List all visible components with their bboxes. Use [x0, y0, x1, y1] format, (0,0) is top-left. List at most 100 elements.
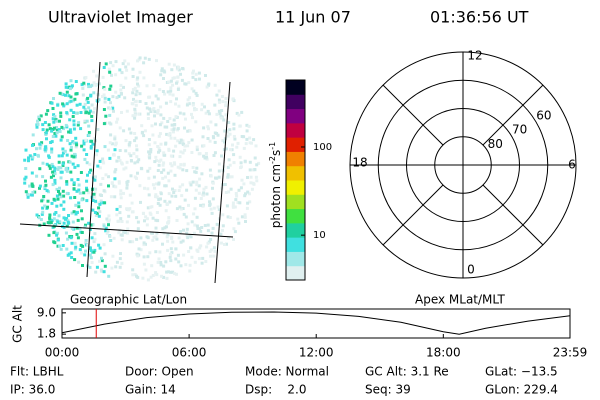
- pixel: [115, 213, 119, 217]
- pixel: [75, 226, 79, 230]
- pixel: [75, 232, 79, 236]
- pixel: [254, 144, 258, 148]
- pixel: [24, 190, 28, 194]
- pixel: [156, 169, 160, 172]
- pixel: [113, 195, 117, 199]
- pixel: [102, 122, 106, 126]
- pixel: [193, 196, 197, 200]
- pixel: [55, 204, 59, 208]
- pixel: [232, 127, 236, 131]
- pixel: [153, 110, 157, 114]
- pixel: [69, 95, 73, 99]
- pixel: [135, 176, 138, 180]
- pixel: [183, 144, 187, 148]
- pixel: [148, 251, 152, 255]
- pixel: [88, 227, 92, 231]
- pixel: [63, 149, 67, 153]
- pixel: [98, 193, 102, 197]
- pixel: [96, 164, 100, 168]
- pixel: [107, 67, 111, 71]
- pixel: [158, 123, 162, 127]
- pixel: [134, 136, 138, 140]
- pixel: [190, 255, 194, 259]
- pixel: [148, 95, 152, 99]
- pixel: [170, 68, 174, 72]
- pixel: [43, 204, 47, 208]
- pixel: [58, 220, 62, 224]
- pixel: [204, 111, 208, 115]
- pixel: [131, 88, 135, 91]
- pixel: [182, 212, 186, 216]
- pixel: [126, 62, 130, 66]
- pixel: [68, 142, 72, 146]
- pixel: [233, 230, 237, 234]
- pixel: [195, 148, 199, 152]
- pixel: [181, 142, 185, 146]
- pixel: [64, 168, 68, 172]
- pixel: [143, 219, 146, 223]
- pixel: [232, 238, 235, 241]
- pixel: [48, 216, 52, 220]
- pixel: [246, 176, 249, 179]
- pixel: [176, 253, 180, 257]
- pixel: [191, 116, 194, 120]
- pixel: [83, 225, 87, 229]
- pixel: [235, 194, 239, 198]
- pixel: [176, 75, 180, 79]
- pixel: [85, 188, 89, 192]
- pixel: [98, 259, 101, 263]
- pixel: [165, 132, 169, 136]
- pixel: [181, 207, 185, 210]
- pixel: [44, 145, 48, 149]
- pixel: [98, 166, 102, 170]
- pixel: [182, 163, 186, 167]
- pixel: [207, 127, 210, 131]
- pixel: [111, 95, 115, 99]
- pixel: [167, 216, 171, 220]
- pixel: [45, 137, 48, 141]
- pixel: [76, 178, 80, 181]
- mlt-label: 6: [568, 158, 576, 172]
- pixel: [72, 155, 76, 159]
- pixel: [177, 236, 181, 240]
- pixel: [134, 103, 138, 107]
- pixel: [179, 207, 183, 211]
- pixel: [111, 254, 115, 258]
- pixel: [117, 219, 121, 223]
- pixel: [191, 103, 195, 107]
- pixel: [94, 175, 97, 179]
- pixel: [65, 169, 69, 173]
- pixel: [31, 155, 35, 159]
- pixel: [208, 200, 211, 204]
- pixel: [179, 264, 183, 268]
- pixel: [83, 83, 87, 87]
- pixel: [184, 117, 187, 121]
- pixel: [62, 200, 66, 204]
- pixel: [201, 135, 205, 139]
- status-field: Flt: LBHL: [10, 365, 64, 379]
- pixel: [231, 143, 234, 147]
- pixel: [102, 161, 106, 165]
- pixel: [64, 85, 68, 89]
- status-field: Seq: 39: [365, 383, 411, 397]
- pixel: [143, 129, 147, 133]
- pixel: [198, 77, 201, 81]
- pixel: [186, 236, 190, 240]
- pixel: [81, 86, 85, 90]
- x-tick-label: 23:59: [553, 346, 588, 360]
- pixel: [238, 155, 242, 159]
- color-band: [286, 208, 305, 224]
- pixel: [183, 82, 187, 86]
- pixel: [52, 217, 56, 221]
- pixel: [248, 160, 252, 164]
- pixel: [159, 113, 163, 117]
- pixel: [125, 220, 129, 224]
- pixel: [103, 145, 107, 149]
- pixel: [104, 62, 108, 66]
- pixel: [80, 217, 84, 221]
- pixel: [186, 144, 190, 148]
- pixel: [145, 217, 149, 221]
- pixel: [190, 87, 194, 91]
- pixel: [71, 220, 75, 224]
- pixel: [217, 175, 221, 179]
